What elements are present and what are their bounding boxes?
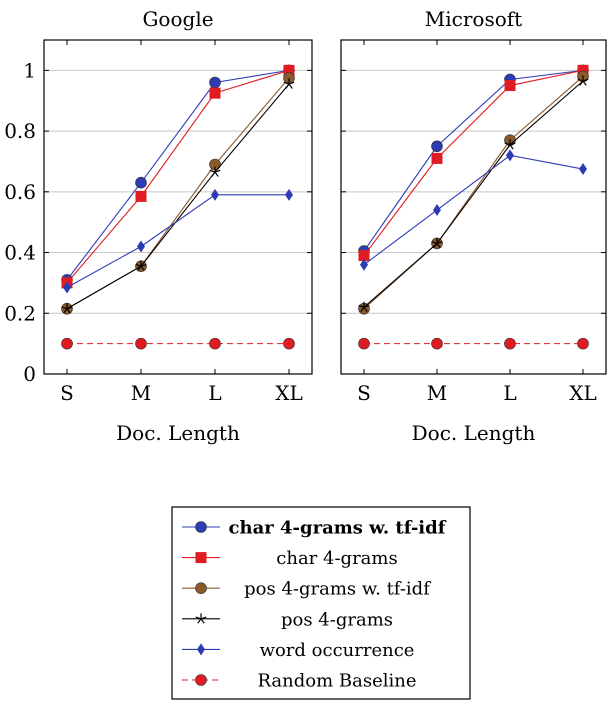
- series-line: [363, 80, 584, 308]
- data-point: [135, 260, 147, 272]
- legend-marker: [195, 552, 207, 564]
- data-point: [433, 204, 441, 217]
- data-point: [135, 337, 147, 350]
- data-point: [209, 337, 221, 350]
- series-1: [358, 64, 589, 262]
- series-3: [358, 75, 589, 313]
- legend-entry: char 4-grams w. tf-idf: [182, 518, 447, 539]
- x-tick-label: M: [131, 381, 151, 405]
- data-point: [283, 337, 295, 350]
- data-point: [137, 240, 145, 253]
- data-point: [209, 76, 221, 89]
- data-point: [431, 337, 443, 350]
- legend-marker: [195, 674, 207, 686]
- series-line: [363, 154, 584, 266]
- data-point: [211, 188, 219, 201]
- series-4: [360, 149, 587, 271]
- y-tick-label: 0.2: [4, 301, 36, 325]
- series-4: [63, 188, 293, 294]
- data-point: [504, 80, 516, 92]
- x-tick-label: L: [503, 381, 516, 405]
- data-point: [61, 337, 73, 350]
- series-line: [66, 69, 290, 281]
- plot-frame: [43, 39, 313, 375]
- legend-marker: [195, 582, 207, 595]
- legend-marker: [197, 643, 205, 656]
- legend-entry: char 4-grams: [182, 548, 398, 569]
- data-point: [358, 250, 370, 262]
- series-line: [66, 194, 289, 288]
- data-point: [283, 78, 295, 89]
- chart-panel-0: 0 0.2 0.4 0.6 0.8 1 S M L XL Google Doc. Length: [4, 7, 313, 445]
- y-tick-label: 0: [23, 362, 36, 386]
- data-point: [577, 337, 589, 350]
- legend-marker: [195, 613, 207, 624]
- data-point: [431, 140, 443, 153]
- data-point: [135, 176, 147, 189]
- legend-entry: word occurrence: [182, 640, 414, 661]
- legend-entry: pos 4-grams w. tf-idf: [182, 579, 431, 600]
- series-1: [61, 64, 295, 289]
- x-tick-label: S: [357, 381, 371, 405]
- data-point: [285, 188, 293, 201]
- series-line: [363, 69, 584, 256]
- x-axis-label: Doc. Length: [412, 421, 536, 445]
- data-point: [577, 75, 589, 86]
- data-point: [431, 152, 443, 164]
- legend-label: char 4-grams w. tf-idf: [229, 518, 447, 539]
- series-3: [61, 78, 295, 314]
- legend-label: char 4-grams: [276, 548, 397, 569]
- x-tick-label: S: [60, 381, 74, 405]
- y-tick-label: 0.8: [4, 119, 36, 143]
- series-5: [61, 337, 295, 350]
- legend-entry: Random Baseline: [182, 671, 417, 692]
- legend-label: pos 4-grams w. tf-idf: [244, 579, 431, 600]
- data-point: [431, 237, 443, 249]
- chart-title: Google: [142, 7, 213, 31]
- series-line: [363, 76, 584, 310]
- data-point: [61, 303, 73, 314]
- x-tick-label: L: [208, 381, 221, 405]
- data-point: [135, 190, 147, 202]
- legend-label: word occurrence: [260, 640, 415, 661]
- legend-box: [171, 506, 471, 700]
- y-tick-label: 1: [23, 58, 36, 82]
- series-line: [66, 77, 290, 310]
- series-2: [358, 70, 589, 315]
- data-point: [358, 337, 370, 350]
- series-line: [66, 69, 290, 284]
- x-tick-label: XL: [275, 381, 303, 405]
- data-point: [504, 139, 516, 150]
- data-point: [360, 258, 368, 271]
- y-tick-label: 0.6: [4, 180, 36, 204]
- y-tick-label: 0.4: [4, 241, 36, 265]
- legend-label: pos 4-grams: [281, 609, 393, 630]
- x-tick-label: XL: [569, 381, 597, 405]
- x-axis-label: Doc. Length: [116, 421, 240, 445]
- data-point: [506, 149, 514, 162]
- series-2: [61, 72, 295, 315]
- data-point: [209, 87, 221, 99]
- data-point: [577, 64, 589, 76]
- legend-entry: pos 4-grams: [182, 609, 393, 630]
- data-point: [209, 166, 221, 177]
- series-line: [66, 83, 290, 310]
- legend: char 4-grams w. tf-idf char 4-grams pos 4-…: [171, 506, 471, 700]
- x-tick-label: M: [427, 381, 447, 405]
- data-point: [358, 301, 370, 313]
- series-line: [363, 69, 584, 252]
- legend-marker: [195, 521, 207, 533]
- series-5: [358, 337, 589, 350]
- series-0: [358, 64, 589, 257]
- plot-frame: [340, 39, 607, 375]
- data-point: [63, 281, 71, 294]
- data-point: [504, 337, 516, 350]
- data-point: [283, 64, 295, 76]
- chart-panel-1: S M L XL Microsoft Doc. Length: [340, 7, 607, 445]
- data-point: [579, 163, 587, 176]
- chart-title: Microsoft: [425, 7, 522, 31]
- legend-label: Random Baseline: [257, 671, 416, 692]
